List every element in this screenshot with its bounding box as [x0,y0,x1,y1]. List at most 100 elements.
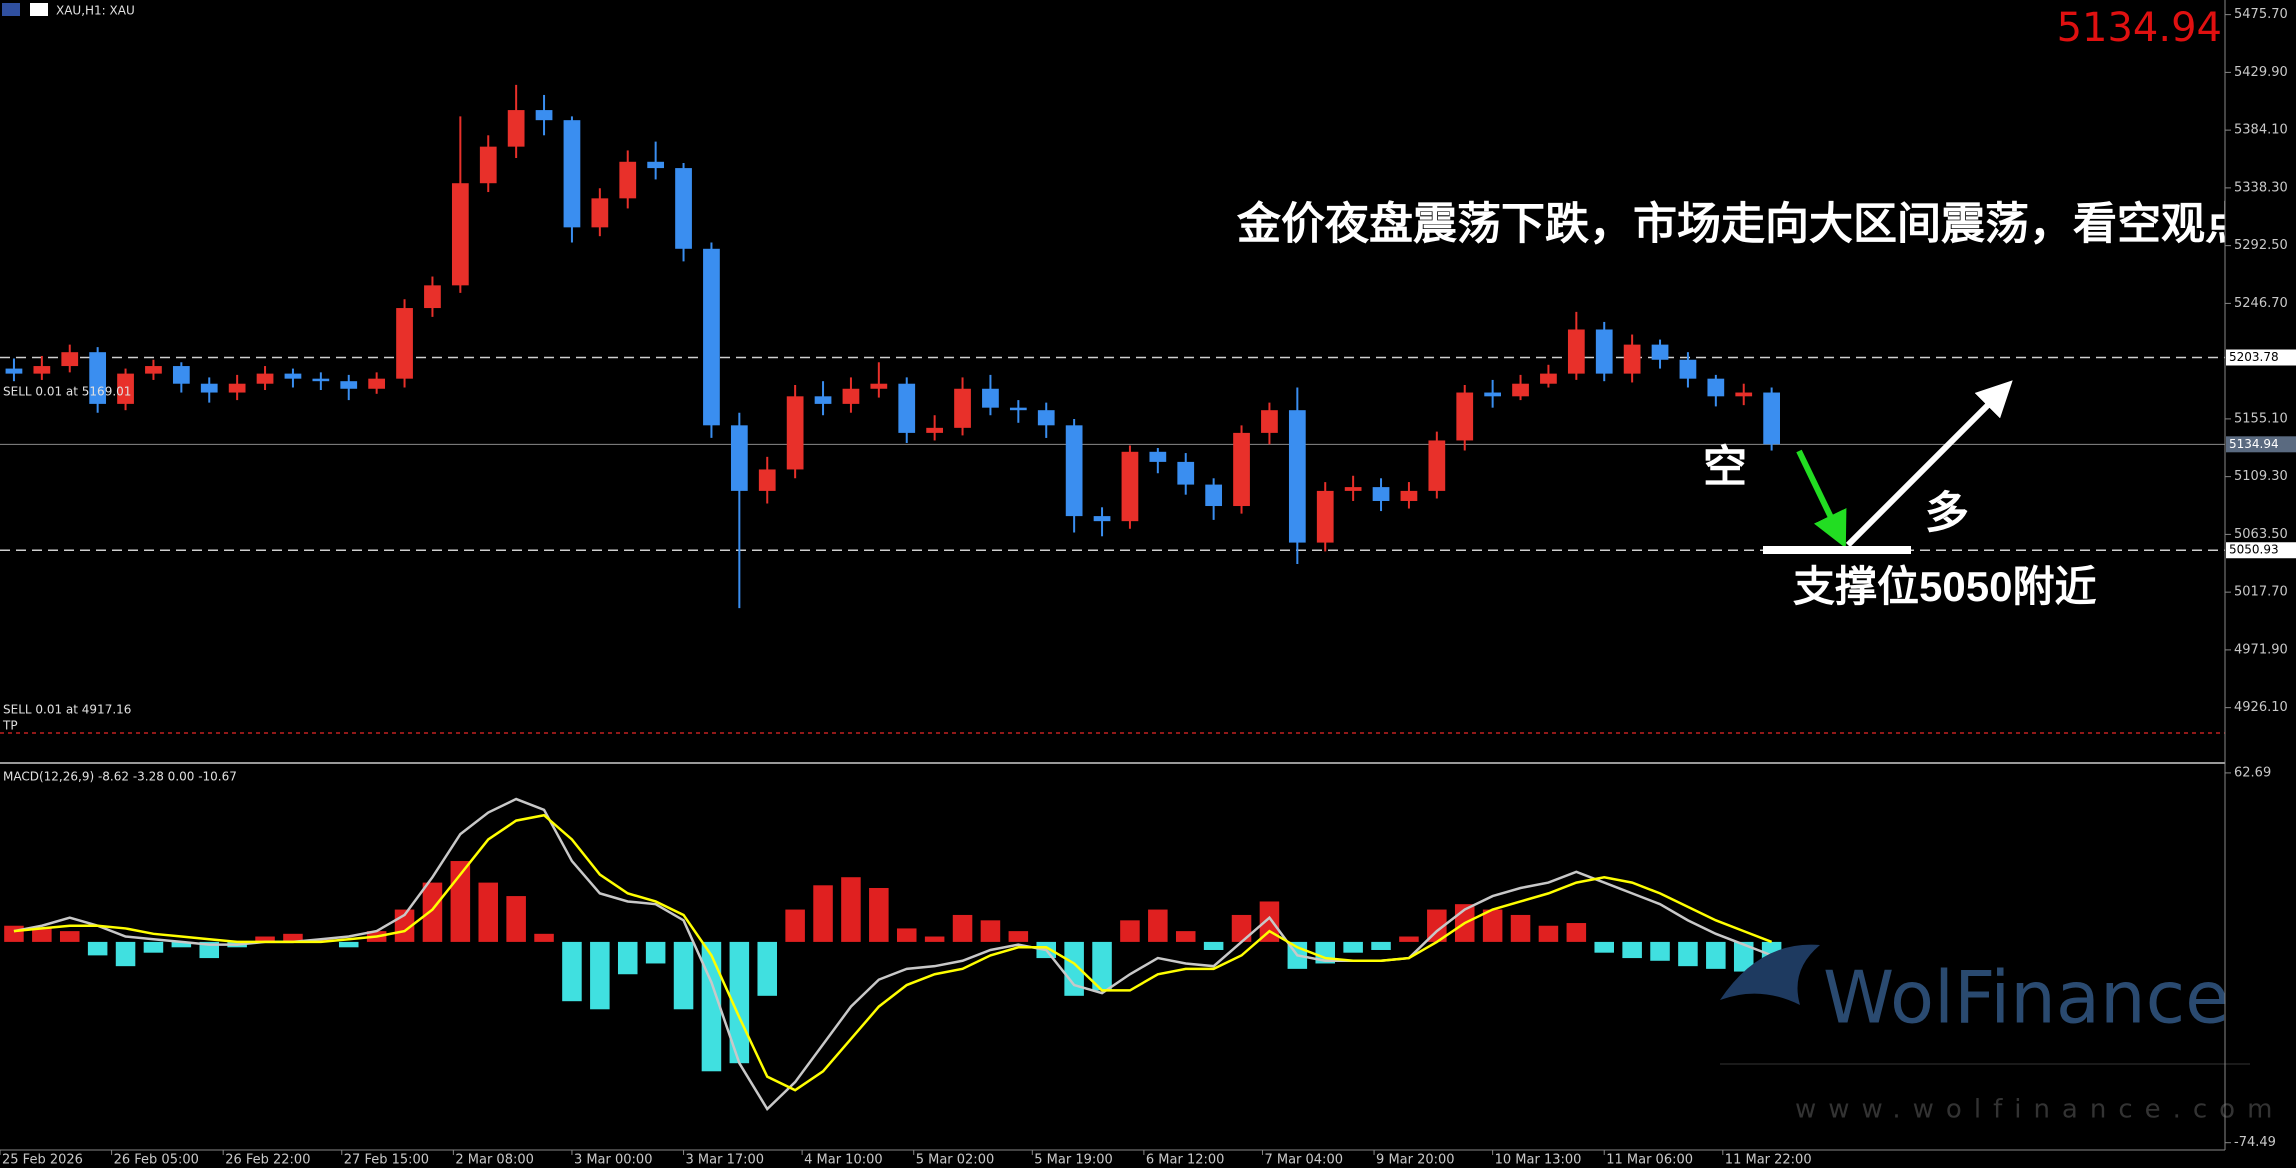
candle-body [1567,329,1585,374]
price-label: 5134.94 [2229,437,2279,451]
candle-body [1679,359,1697,379]
macd-bar [1092,941,1112,991]
candle-body [200,383,218,393]
short-label: 空 [1703,442,1747,493]
candle-body [563,120,581,228]
candle-body [1707,378,1725,397]
watermark: WolFinance www.wolfinance.com [1720,944,2284,1125]
candle-body [1009,407,1027,411]
candle-body [870,383,888,389]
headline: 金价夜盘震荡下跌，市场走向大区间震荡，看空观点 [1236,199,2249,250]
candle-body [1651,344,1669,360]
macd-bar [171,941,192,948]
watermark-brand: WolFinance [1823,956,2229,1040]
candle-body [1288,410,1306,543]
candle-body [340,381,358,389]
candle-body [1093,516,1111,522]
chart-icon [30,3,48,16]
candle-body [368,378,386,389]
support-label: 支撑位5050附近 [1793,562,2096,611]
y-tick-label: 5338.30 [2234,180,2288,195]
candle-body [117,373,134,404]
macd-bar [255,936,275,942]
candle-body [507,110,525,147]
candle-body [619,161,637,199]
macd-bar [1538,925,1559,942]
plot-marks [0,84,2225,1112]
candle-body [1428,440,1446,491]
y-tick-label: 5384.10 [2234,123,2288,138]
order-label: SELL 0.01 at 4917.16 [3,703,131,717]
x-tick-label: 3 Mar 00:00 [574,1153,653,1168]
x-tick-label: 5 Mar 02:00 [916,1153,995,1168]
candle-body [312,378,330,382]
macd-bar [1566,923,1587,942]
candle-body [33,366,51,374]
candle-body [591,198,609,228]
flag-icon [2,3,20,16]
candle-body [1233,432,1250,507]
chart-title: XAU,H1: XAU [56,4,135,18]
x-tick-label: 11 Mar 22:00 [1725,1153,1812,1168]
x-tick-label: 27 Feb 15:00 [344,1153,429,1168]
macd-bar [1064,941,1084,996]
macd-bar [813,885,833,942]
candle-body [982,388,999,408]
level-box [2226,542,2296,559]
x-tick-label: 9 Mar 20:00 [1376,1153,1455,1168]
macd-bar [1203,941,1224,950]
y-tick-label: 5292.50 [2234,238,2288,253]
macd-bar [1175,931,1196,942]
level-label: 5203.78 [2229,350,2279,364]
watermark-url: www.wolfinance.com [1795,1095,2284,1125]
candle-body [786,396,804,470]
macd-bar [896,928,917,942]
macd-bar [1510,914,1531,942]
macd-bar [1650,941,1670,961]
macd-bar [1678,941,1698,967]
long-label: 多 [1925,488,1969,539]
candle-body [703,248,720,426]
macd-bar [143,941,164,953]
candle-body [1205,484,1223,507]
macd-bar [645,941,666,964]
candle-body [1261,410,1278,433]
annotations: 金价夜盘震荡下跌，市场走向大区间震荡，看空观点 空 多 支撑位5050附近 [1236,199,2249,612]
macd-bar [952,914,973,942]
y-tick-label: 5246.70 [2234,296,2288,311]
candle-body [1512,383,1529,397]
down-arrow [1796,449,1847,549]
macd-bar [1399,936,1419,942]
macd-bar [590,941,610,1010]
macd-line [13,797,1773,1112]
x-tick-label: 3 Mar 17:00 [686,1153,765,1168]
macd-bar [1231,914,1252,942]
macd-line [13,813,1773,1092]
macd-bar [1371,941,1391,950]
candle-body [842,388,860,404]
x-tick-label: 7 Mar 04:00 [1264,1153,1343,1168]
y-tick-label: 5155.10 [2234,411,2288,426]
x-tick-label: 26 Feb 22:00 [225,1153,310,1168]
x-tick-label: 11 Mar 06:00 [1606,1153,1693,1168]
macd-bar [422,882,443,942]
macd-bar [924,936,945,942]
candle-body [926,427,944,433]
macd-bar [1120,920,1140,942]
macd-bar [478,882,499,942]
candle-body [1735,392,1753,397]
candle-body [1121,451,1139,522]
candle-body [1316,490,1334,543]
candle-body [479,146,497,184]
candle-body [1484,392,1502,397]
macd-bar [1706,941,1726,969]
y-tick-label: 5429.90 [2234,65,2288,80]
macd-title: MACD(12,26,9) -8.62 -3.28 0.00 -10.67 [3,770,237,784]
candle-body [1065,425,1083,517]
macd-bar [841,877,861,942]
candle-body [1037,410,1055,426]
candle-body [675,168,692,249]
candle-body [1372,487,1390,501]
macd-bar [311,939,331,942]
